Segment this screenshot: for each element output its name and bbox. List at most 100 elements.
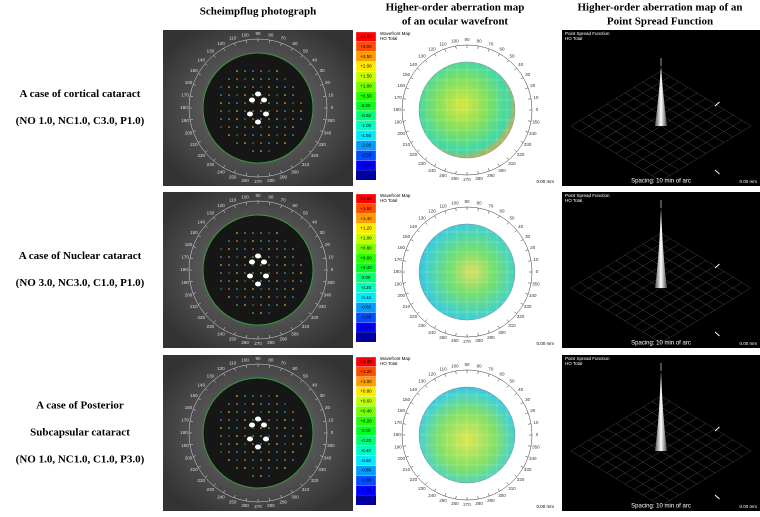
grid-dot [260,451,262,453]
angle-tick [234,494,236,498]
grid-dot [268,296,270,298]
angle-label: 50 [509,216,515,221]
angle-tick [425,60,428,63]
angle-label: 320 [517,152,525,157]
angle-tick [402,120,406,122]
corner-note: 0.00 mm [739,341,757,346]
angle-label: 180 [180,267,188,272]
angle-label: 170 [394,420,402,425]
angle-label: 220 [198,153,206,158]
grid-dot [260,240,262,242]
grid-dot [236,427,238,429]
angle-tick [444,168,447,172]
grid-dot [252,395,254,397]
angle-tick [300,54,303,58]
grid-dot [268,395,270,397]
angle-label: 350 [327,443,335,448]
psf-grid [642,439,734,496]
angle-label: 230 [418,486,426,491]
scale-label: -0.60 [361,305,372,310]
grid-dot [252,296,254,298]
reflection [263,273,269,279]
scale-label: +0.50 [360,93,372,98]
angle-tick [506,157,509,160]
axis-arrow [714,169,720,175]
psf-title: Point Spread Function [565,356,610,361]
psf-grid [624,254,716,311]
angle-tick [497,215,500,219]
wavefront-title: Wavefront Map [380,356,411,361]
angle-tick [444,493,447,497]
angle-label: 210 [190,467,198,472]
angle-label: 220 [410,152,418,157]
angle-label: 230 [418,323,426,328]
grid-dot [220,288,222,290]
angle-tick [444,48,447,52]
angle-tick [223,165,226,168]
angle-label: 30 [320,230,326,235]
angle-tick [444,373,447,377]
psf-spacing: Spacing: 10 min of arc [631,504,691,510]
angle-label: 20 [530,245,536,250]
angle-tick [425,482,428,485]
grid-dot [292,248,294,250]
angle-label: 70 [281,361,287,366]
angle-label: 260 [241,340,249,345]
scale-label: -2.50 [361,153,372,158]
angle-label: 280 [267,503,275,508]
angle-label: 40 [312,220,318,225]
angle-label: 100 [241,194,249,199]
wavefront-panel: +3.50 +3.00 +2.50 +2.00 +1.50 +1.00 +0.50 0.00 -… [355,30,554,186]
scale-label: -1.00 [361,123,372,128]
angle-label: 220 [198,315,206,320]
angle-tick [487,210,490,214]
angle-label: 210 [403,467,411,472]
angle-tick [315,398,318,401]
grid-dot [236,248,238,250]
grid-dot [220,435,222,437]
angle-tick [245,497,247,501]
angle-label: 60 [292,203,298,208]
grid-dot [284,411,286,413]
grid-dot [220,427,222,429]
angle-tick [269,40,271,44]
grid-dot [268,86,270,88]
angle-tick [506,482,509,485]
grid-dot [228,411,230,413]
grid-dot [260,126,262,128]
axis-arrow [714,101,720,107]
grid-dot [236,126,238,128]
grid-dot [260,312,262,314]
angle-label: 190 [181,443,189,448]
angle-tick [477,45,479,49]
angle-tick [223,490,226,493]
scale-label: +1.00 [360,236,372,241]
pupil [202,377,314,489]
angle-label: 210 [403,304,411,309]
grid-dot [276,256,278,258]
grid-dot [228,403,230,405]
angle-label: 300 [291,331,299,336]
grid-dot [276,419,278,421]
grid-dot [244,78,246,80]
pupil [202,214,314,326]
angle-tick [234,169,236,173]
grid-dot [228,110,230,112]
grid-dot [292,264,294,266]
angle-tick [514,311,517,314]
angle-label: 230 [207,162,215,167]
angle-label: 270 [254,179,262,184]
wavefront-title: Wavefront Map [380,31,411,36]
angle-tick [410,465,414,468]
angle-tick [190,420,194,422]
angle-label: 170 [394,95,402,100]
scale-label: +0.40 [360,265,372,270]
grid-dot [228,443,230,445]
reflection [255,253,261,259]
angle-tick [193,455,197,457]
grid-dot [236,403,238,405]
reflection [263,436,269,442]
angle-label: 250 [439,335,447,340]
angle-tick [487,330,490,334]
